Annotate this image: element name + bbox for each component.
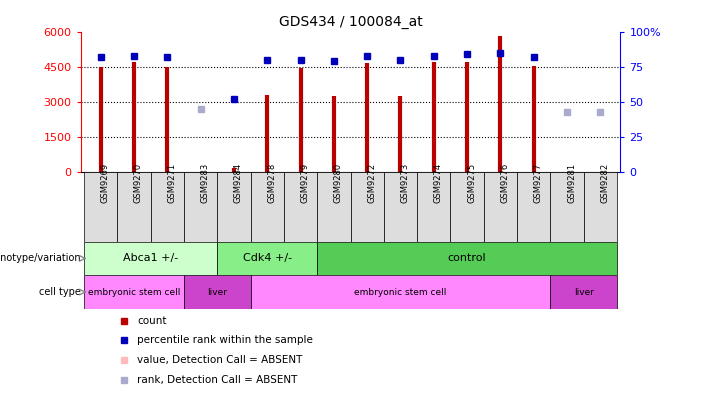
Text: GSM9277: GSM9277 [533, 162, 543, 203]
Bar [84, 275, 184, 309]
Bar [151, 172, 184, 242]
Text: GSM9281: GSM9281 [567, 163, 576, 203]
Text: embryonic stem cell: embryonic stem cell [88, 287, 180, 297]
Bar [250, 275, 550, 309]
Text: control: control [448, 253, 486, 263]
Bar [84, 172, 117, 242]
Bar [584, 172, 617, 242]
Bar [550, 172, 584, 242]
Bar [250, 172, 284, 242]
Bar [317, 172, 350, 242]
Text: GSM9272: GSM9272 [367, 163, 376, 203]
Text: GSM9271: GSM9271 [168, 163, 176, 203]
Bar [517, 172, 550, 242]
Bar [184, 275, 250, 309]
Bar [284, 172, 317, 242]
Text: GSM9270: GSM9270 [134, 163, 143, 203]
Text: Cdk4 +/-: Cdk4 +/- [243, 253, 292, 263]
Bar [117, 172, 151, 242]
Bar [384, 172, 417, 242]
Bar [417, 172, 451, 242]
Text: GSM9280: GSM9280 [334, 163, 343, 203]
Text: rank, Detection Call = ABSENT: rank, Detection Call = ABSENT [137, 375, 298, 385]
Bar [217, 172, 250, 242]
Text: GSM9273: GSM9273 [400, 162, 409, 203]
Text: GSM9269: GSM9269 [101, 163, 109, 203]
Text: GSM9275: GSM9275 [467, 163, 476, 203]
Text: GSM9284: GSM9284 [234, 163, 243, 203]
Text: GSM9274: GSM9274 [434, 163, 443, 203]
Text: genotype/variation: genotype/variation [0, 253, 81, 263]
Text: GSM9279: GSM9279 [301, 163, 310, 203]
Text: liver: liver [573, 287, 594, 297]
Text: GSM9276: GSM9276 [501, 162, 510, 203]
Text: GSM9282: GSM9282 [600, 163, 609, 203]
Bar [317, 242, 617, 275]
Text: GSM9278: GSM9278 [267, 162, 276, 203]
Bar [84, 242, 217, 275]
Text: value, Detection Call = ABSENT: value, Detection Call = ABSENT [137, 356, 303, 366]
Text: liver: liver [207, 287, 227, 297]
Bar [184, 172, 217, 242]
Text: Abca1 +/-: Abca1 +/- [123, 253, 178, 263]
Text: percentile rank within the sample: percentile rank within the sample [137, 335, 313, 345]
Bar [217, 242, 317, 275]
Bar [550, 275, 617, 309]
Bar [484, 172, 517, 242]
Text: count: count [137, 316, 167, 326]
Bar [451, 172, 484, 242]
Text: cell type: cell type [39, 287, 81, 297]
Text: embryonic stem cell: embryonic stem cell [354, 287, 447, 297]
Text: GSM9283: GSM9283 [200, 162, 210, 203]
Title: GDS434 / 100084_at: GDS434 / 100084_at [278, 15, 423, 29]
Bar [350, 172, 384, 242]
